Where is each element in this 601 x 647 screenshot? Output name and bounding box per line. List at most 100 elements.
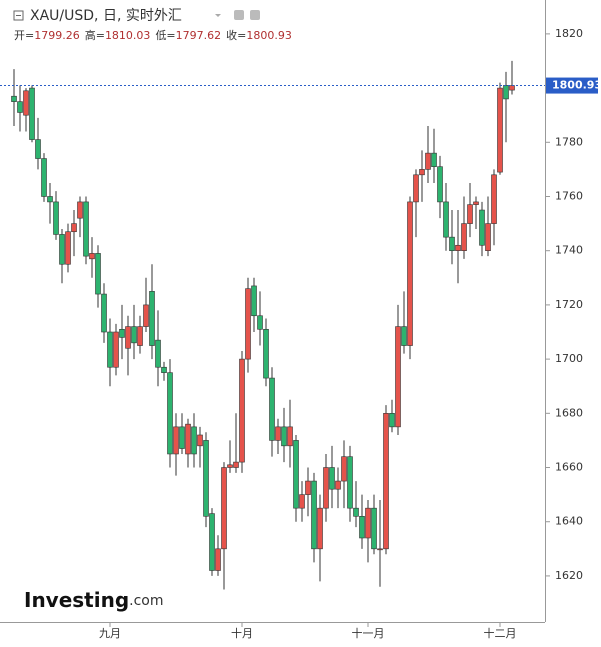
y-tick-label: 1760 xyxy=(555,189,583,202)
y-tick-label: 1620 xyxy=(555,569,583,582)
candle-body xyxy=(95,253,101,295)
candle-body xyxy=(203,440,209,517)
watermark: Investing.com xyxy=(24,588,164,612)
ohlc-value: 1799.26 xyxy=(34,29,80,42)
ohlc-label: 收= xyxy=(226,28,246,42)
candle-body xyxy=(143,304,149,327)
chart-title: XAU/USD, 日, 实时外汇 xyxy=(30,8,182,24)
plot-area xyxy=(11,60,515,590)
candle-body xyxy=(65,231,71,265)
candle-body xyxy=(347,456,353,509)
candle-body xyxy=(287,426,293,447)
candle-body xyxy=(341,456,347,482)
candle-body xyxy=(257,315,263,330)
gear-icon[interactable] xyxy=(250,10,260,20)
candle-body xyxy=(35,139,41,159)
x-tick-label: 十二月 xyxy=(484,626,517,640)
candle-body xyxy=(383,413,389,550)
x-tick-label: 十月 xyxy=(231,626,253,640)
ohlc-header: 开=1799.26 高=1810.03 低=1797.62 收=1800.93 xyxy=(14,28,292,42)
ohlc-value: 1800.93 xyxy=(246,29,292,42)
candle-body xyxy=(449,236,455,251)
candle-body xyxy=(131,326,137,344)
candle-body xyxy=(149,291,155,346)
candle-body xyxy=(485,223,491,251)
candle-body xyxy=(467,204,473,224)
candle-body xyxy=(251,285,257,317)
candle-body xyxy=(125,326,131,349)
candle-body xyxy=(335,480,341,490)
candle-body xyxy=(263,328,269,379)
candle-body xyxy=(353,507,359,517)
candle-body xyxy=(473,201,479,205)
candle-body xyxy=(407,201,413,346)
candle-body xyxy=(41,158,47,197)
candle-body xyxy=(317,507,323,550)
candle-body xyxy=(455,244,461,251)
ohlc-text: 开=1799.26 高=1810.03 低=1797.62 收=1800.93 xyxy=(14,28,292,42)
watermark-suffix: .com xyxy=(129,593,163,609)
candle-body xyxy=(47,196,53,203)
candle-body xyxy=(509,85,515,91)
ohlc-value: 1797.62 xyxy=(176,29,222,42)
ohlc-label: 开= xyxy=(14,29,34,42)
candle-body xyxy=(359,516,365,539)
candle-body xyxy=(275,426,281,441)
y-tick-label: 1720 xyxy=(555,298,583,311)
candle-body xyxy=(77,201,83,219)
settings-icon[interactable] xyxy=(234,10,244,20)
candle-body xyxy=(59,234,65,265)
dropdown-arrow[interactable] xyxy=(215,14,221,17)
candle-body xyxy=(221,467,227,550)
y-tick-label: 1680 xyxy=(555,406,583,419)
candle-body xyxy=(377,548,383,551)
candle-body xyxy=(191,426,197,455)
y-tick-label: 1820 xyxy=(555,27,583,40)
candle-body xyxy=(101,293,107,333)
x-tick-label: 十一月 xyxy=(352,626,385,640)
y-tick-label: 1700 xyxy=(555,352,583,365)
candle-body xyxy=(53,201,59,235)
candle-body xyxy=(227,464,233,468)
candle-body xyxy=(233,461,239,468)
candle-body xyxy=(365,507,371,539)
candle-body xyxy=(173,426,179,455)
candle-body xyxy=(425,152,431,170)
candle-body xyxy=(89,253,95,260)
candle-body xyxy=(323,467,329,509)
candle-body xyxy=(311,480,317,550)
x-tick-label: 九月 xyxy=(99,627,121,640)
candle-body xyxy=(23,90,29,116)
candle-body xyxy=(185,423,191,455)
y-tick-label: 1780 xyxy=(555,135,583,148)
candle-body xyxy=(491,174,497,224)
y-tick-label: 1740 xyxy=(555,244,583,257)
candle-body xyxy=(437,166,443,203)
candle-body xyxy=(83,201,89,257)
collapse-icon[interactable] xyxy=(13,10,24,21)
last-price-label: 1800.93 xyxy=(552,79,601,92)
candle-body xyxy=(197,434,203,447)
y-tick-label: 1660 xyxy=(555,461,583,474)
candle-body xyxy=(461,223,467,251)
candle-body xyxy=(329,467,335,490)
candle-body xyxy=(503,85,509,100)
candle-body xyxy=(497,87,503,173)
candle-body xyxy=(395,326,401,428)
candle-body xyxy=(305,480,311,495)
watermark-main: Investing xyxy=(24,588,129,612)
candle-body xyxy=(155,339,161,368)
candle-body xyxy=(107,331,113,368)
candle-body xyxy=(113,331,119,368)
candle-body xyxy=(119,328,125,338)
ohlc-value: 1810.03 xyxy=(105,29,151,42)
candle-body xyxy=(137,326,143,346)
candle-body xyxy=(245,288,251,360)
candle-body xyxy=(167,372,173,455)
candle-body xyxy=(161,366,167,373)
candle-body xyxy=(71,223,77,233)
ohlc-label: 低= xyxy=(155,29,175,42)
candle-body xyxy=(401,326,407,346)
